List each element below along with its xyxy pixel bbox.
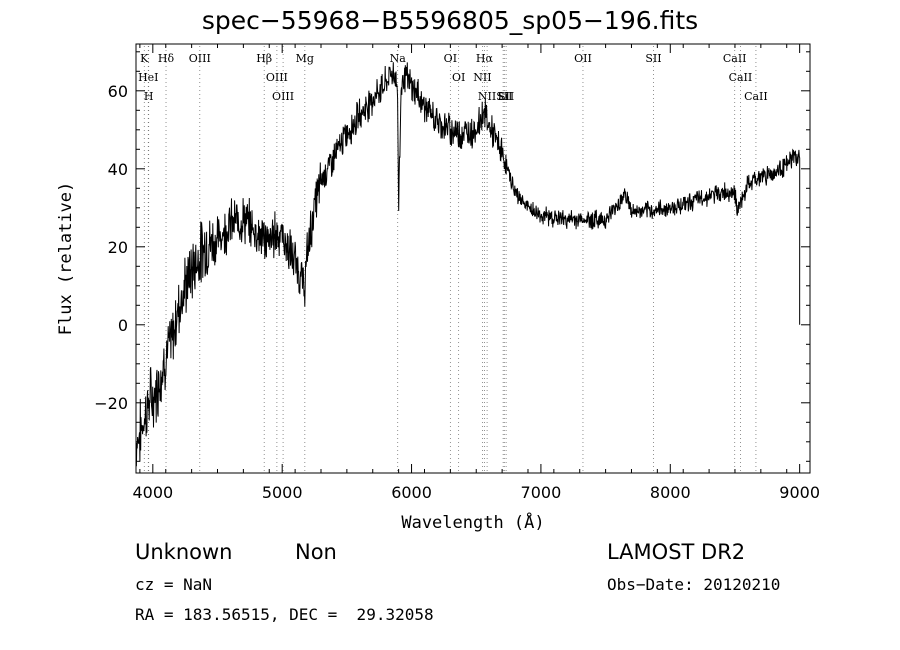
marker-label: NII: [473, 71, 491, 84]
marker-label: HeI: [138, 71, 158, 84]
x-tick-label: 6000: [391, 483, 432, 502]
coords-label: RA = 183.56515, DEC = 29.32058: [135, 605, 434, 624]
marker-label: Na: [390, 52, 407, 65]
marker-label: Hα: [476, 52, 494, 65]
x-axis-label: Wavelength (Å): [401, 511, 544, 533]
marker-label: CaII: [729, 71, 753, 84]
marker-label: CaII: [744, 90, 768, 103]
y-tick-label: 20: [108, 238, 128, 257]
y-axis-label: Flux (relative): [56, 182, 76, 336]
marker-label: NII: [478, 90, 496, 103]
spectrum-series: [135, 62, 801, 467]
marker-label: OI: [444, 52, 457, 65]
survey-label: LAMOST DR2: [607, 540, 746, 564]
plot-frame: [135, 43, 811, 474]
marker-label: Hδ: [158, 52, 175, 65]
x-tick-label: 7000: [521, 483, 562, 502]
cz-label: cz = NaN: [135, 575, 213, 594]
marker-label: OIII: [266, 71, 288, 84]
marker-label: SII: [498, 90, 514, 103]
marker-label: OII: [574, 52, 592, 65]
obs-date-label: Obs−Date: 20120210: [607, 575, 781, 594]
y-tick-label: 60: [108, 82, 128, 101]
marker-label: CaII: [723, 52, 747, 65]
y-tick-label: 40: [108, 160, 128, 179]
x-tick-label: 5000: [262, 483, 303, 502]
marker-label: Li: [498, 90, 509, 103]
class-label: Unknown: [135, 540, 233, 564]
y-tick-label: 0: [118, 316, 128, 335]
chart-title: spec−55968−B5596805_sp05−196.fits: [201, 6, 699, 35]
marker-label: OIII: [189, 52, 211, 65]
x-tick-label: 8000: [650, 483, 691, 502]
y-tick-label: −20: [94, 394, 128, 413]
marker-label: SII: [645, 52, 661, 65]
x-tick-label: 9000: [779, 483, 820, 502]
marker-label: SII: [496, 90, 512, 103]
subclass-label: Non: [295, 540, 337, 564]
marker-label: OIII: [272, 90, 294, 103]
marker-label: H: [144, 90, 154, 103]
marker-label: Mg: [296, 52, 314, 65]
marker-label: Hβ: [256, 52, 272, 65]
marker-label: OI: [452, 71, 465, 84]
x-tick-label: 4000: [132, 483, 173, 502]
marker-label: K: [140, 52, 149, 65]
